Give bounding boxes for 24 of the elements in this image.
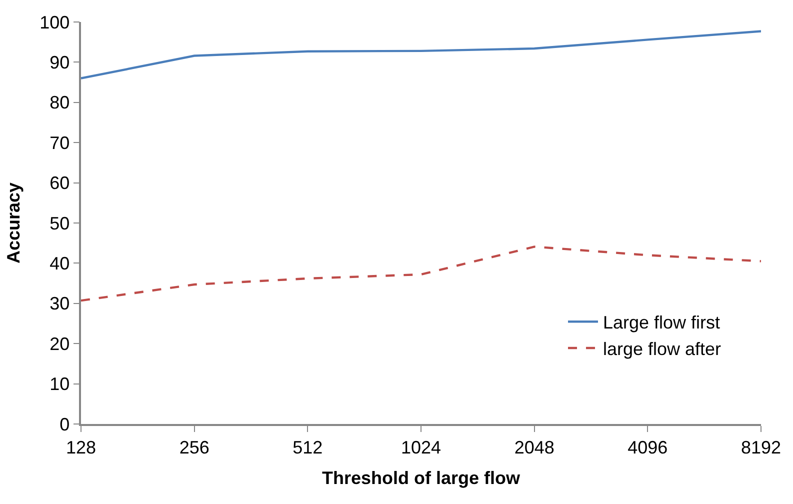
- y-tick-label: 40: [50, 254, 70, 274]
- y-tick-label: 80: [50, 92, 70, 113]
- x-axis-title: Threshold of large flow: [322, 468, 521, 488]
- x-tick-label: 1024: [400, 437, 442, 458]
- line-series: [81, 246, 761, 302]
- x-tick-label: 128: [66, 437, 96, 458]
- y-tick-label: 90: [50, 52, 70, 72]
- x-tick-label: 8192: [740, 437, 782, 458]
- legend-label: large flow after: [603, 339, 722, 360]
- y-tick-label: 60: [50, 173, 70, 194]
- legend-label: Large flow first: [603, 312, 720, 333]
- y-tick-label: 20: [50, 334, 70, 354]
- y-tick-label: 50: [50, 213, 70, 234]
- x-tick-label: 4096: [628, 437, 668, 458]
- line-series: [81, 30, 761, 80]
- y-tick-label: 70: [50, 132, 70, 153]
- y-axis-title: Accuracy: [3, 182, 24, 264]
- x-tick-label: 2048: [514, 437, 554, 458]
- y-tick-label: 0: [60, 414, 70, 434]
- x-tick-label: 256: [179, 437, 210, 458]
- y-tick-label: 30: [50, 294, 70, 314]
- y-tick-label: 10: [50, 374, 70, 394]
- x-tick-label: 512: [292, 437, 323, 458]
- y-tick-label: 100: [40, 12, 70, 32]
